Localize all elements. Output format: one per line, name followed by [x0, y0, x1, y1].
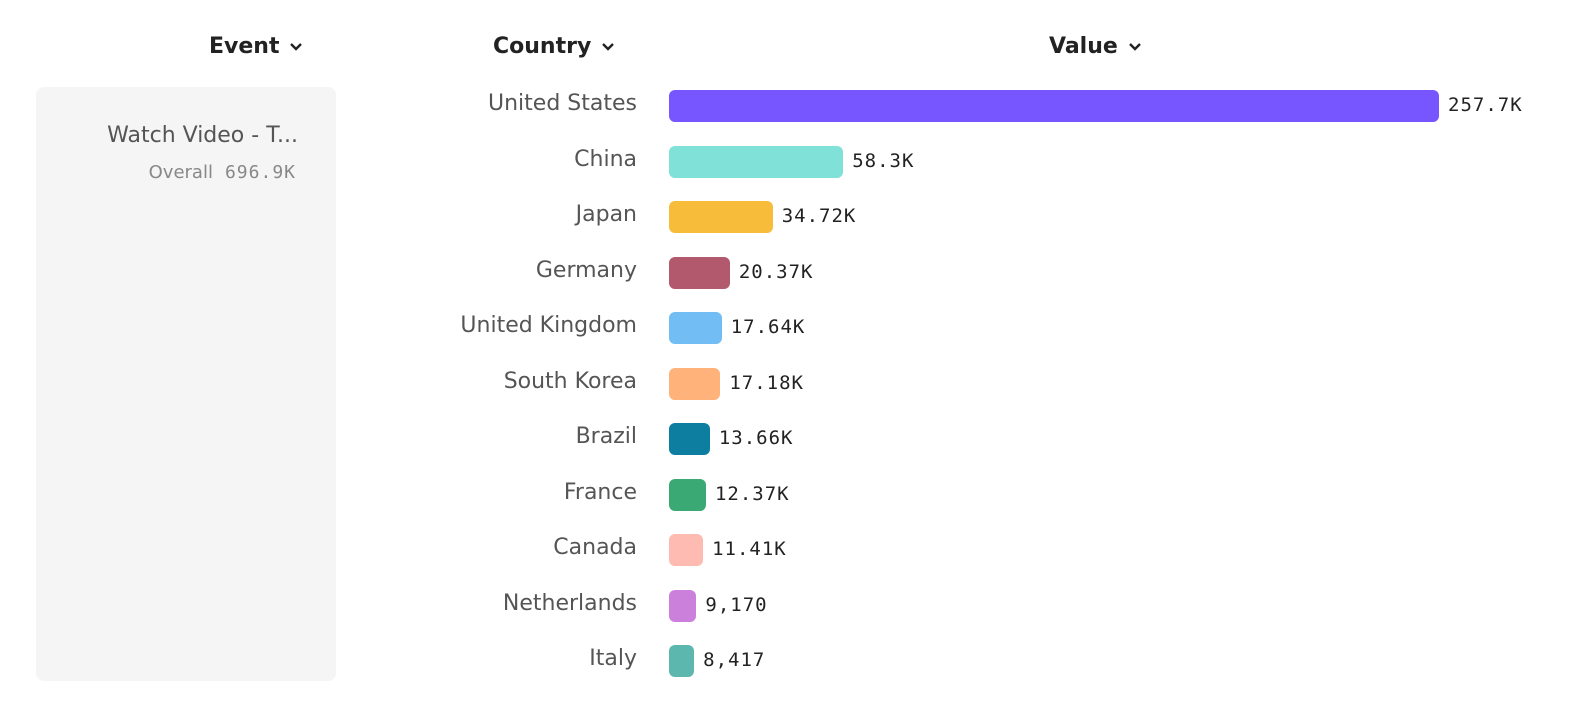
overall-value: 696.9K — [224, 162, 296, 183]
category-label: United States — [488, 91, 637, 116]
bar[interactable] — [669, 478, 706, 511]
value-label: 11.41K — [712, 538, 787, 560]
category-label: Japan — [575, 202, 637, 227]
bar[interactable] — [669, 256, 730, 289]
country-header-label: Country — [493, 34, 592, 59]
value-label: 17.18K — [729, 371, 804, 394]
bar-row[interactable]: United Kingdom 17.64K — [0, 300, 1584, 356]
event-name: Watch Video - T... — [107, 123, 298, 148]
bar[interactable] — [669, 145, 844, 178]
value-label: 34.72K — [781, 205, 857, 227]
bar[interactable] — [669, 645, 695, 677]
category-label: Canada — [553, 535, 637, 560]
bar-row[interactable]: France 12.37K — [0, 467, 1584, 523]
bar[interactable] — [669, 534, 704, 566]
country-column-header[interactable]: Country — [493, 34, 615, 59]
value-label: 17.64K — [730, 316, 806, 338]
value-column-header[interactable]: Value — [1049, 34, 1142, 59]
value-label: 12.37K — [714, 482, 790, 505]
value-label: 20.37K — [738, 260, 814, 283]
bar[interactable] — [669, 423, 710, 455]
category-label: United Kingdom — [460, 313, 637, 338]
bar[interactable] — [669, 201, 773, 233]
chevron-down-icon — [290, 42, 303, 51]
bar-row[interactable]: Japan 34.72K — [0, 189, 1584, 245]
bar-row[interactable]: Brazil 13.66K — [0, 411, 1584, 467]
value-label: 13.66K — [718, 427, 794, 449]
value-header-label: Value — [1049, 34, 1118, 59]
value-label: 8,417 — [703, 649, 766, 671]
chevron-down-icon — [602, 42, 615, 51]
bar-row[interactable]: Canada 11.41K — [0, 522, 1584, 578]
category-label: Italy — [589, 646, 637, 671]
event-column-header[interactable]: Event — [209, 34, 303, 59]
overall-label: Overall — [148, 162, 213, 183]
value-label: 58.3K — [852, 149, 915, 172]
category-label: France — [563, 479, 637, 505]
category-label: Brazil — [575, 424, 637, 449]
event-overall: Overall 696.9K — [149, 162, 296, 183]
value-label: 9,170 — [705, 593, 768, 616]
category-label: Netherlands — [502, 590, 637, 616]
bar-row[interactable]: United States 257.7K — [0, 78, 1584, 134]
bar[interactable] — [669, 589, 697, 622]
bar-row[interactable]: Germany 20.37K — [0, 245, 1584, 301]
bar[interactable] — [669, 90, 1439, 122]
event-panel[interactable]: Watch Video - T... Overall 696.9K — [36, 87, 336, 681]
bar-row[interactable]: China 58.3K — [0, 134, 1584, 190]
category-label: Germany — [535, 257, 637, 283]
value-label: 257.7K — [1448, 94, 1523, 116]
category-label: South Korea — [503, 368, 637, 394]
bar[interactable] — [669, 312, 722, 344]
bar-row[interactable]: South Korea 17.18K — [0, 356, 1584, 412]
bar-row[interactable]: Netherlands 9,170 — [0, 578, 1584, 634]
chevron-down-icon — [1128, 42, 1141, 51]
category-label: China — [574, 146, 637, 172]
bar[interactable] — [669, 367, 721, 400]
event-header-label: Event — [209, 34, 280, 59]
bar-row[interactable]: Italy 8,417 — [0, 633, 1584, 689]
